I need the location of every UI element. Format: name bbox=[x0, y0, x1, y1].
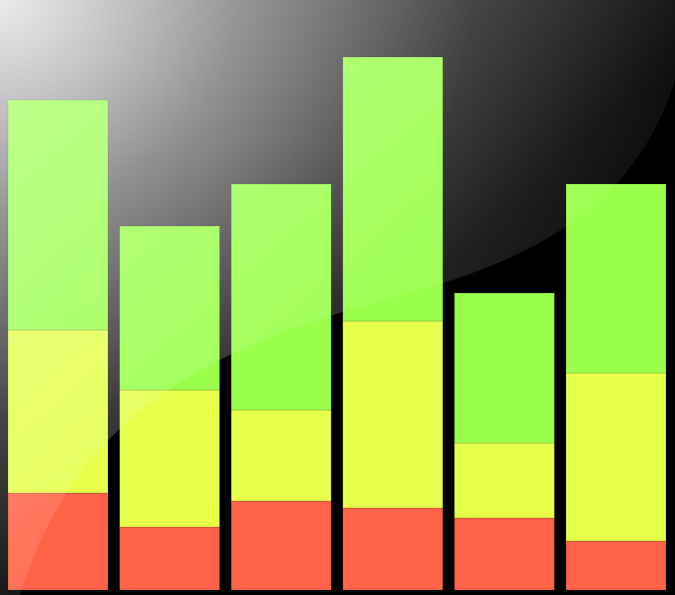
bar-2-segment-2 bbox=[119, 389, 220, 528]
bar-3-segment-3 bbox=[230, 183, 332, 411]
bar-1-segment-1 bbox=[7, 492, 109, 591]
bar-6-segment-2 bbox=[565, 372, 667, 542]
bar-1-segment-3 bbox=[7, 99, 109, 331]
bar-2-segment-1 bbox=[119, 526, 220, 591]
bar-4-segment-2 bbox=[342, 320, 444, 509]
bar-2-segment-3 bbox=[119, 225, 220, 391]
bar-3-segment-2 bbox=[230, 409, 332, 502]
bar-4-segment-3 bbox=[342, 56, 444, 322]
bar-5-segment-2 bbox=[454, 442, 555, 519]
bar-4-segment-1 bbox=[342, 507, 444, 591]
bar-5-segment-1 bbox=[454, 517, 555, 591]
bar-5-segment-3 bbox=[454, 292, 555, 444]
bar-6-segment-1 bbox=[565, 540, 667, 591]
bar-3-segment-1 bbox=[230, 500, 332, 591]
bar-1-segment-2 bbox=[7, 329, 109, 494]
bar-6-segment-3 bbox=[565, 183, 667, 374]
